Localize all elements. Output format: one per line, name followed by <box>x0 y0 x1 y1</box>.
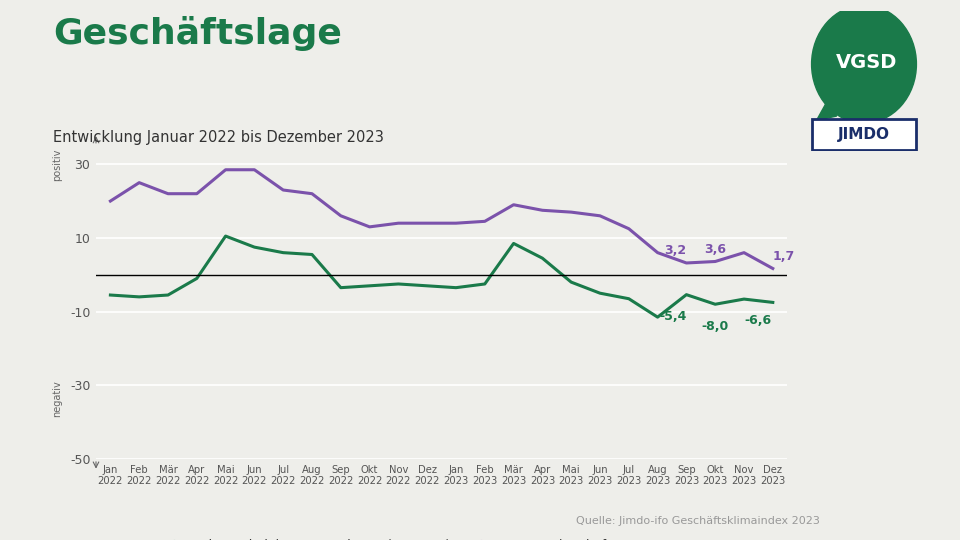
Text: VGSD: VGSD <box>836 53 898 72</box>
Text: positiv: positiv <box>52 148 62 181</box>
Text: 3,2: 3,2 <box>664 245 686 258</box>
Legend: Solo- und Kleinstunternehmen (< 10 MA), Gesamtwirtschaft: Solo- und Kleinstunternehmen (< 10 MA), … <box>156 534 616 540</box>
Text: -8,0: -8,0 <box>702 320 729 333</box>
Text: 3,6: 3,6 <box>705 243 726 256</box>
Text: Quelle: Jimdo-ifo Geschäftsklimaindex 2023: Quelle: Jimdo-ifo Geschäftsklimaindex 20… <box>576 516 820 526</box>
Text: negativ: negativ <box>52 381 62 417</box>
Text: -6,6: -6,6 <box>744 314 771 327</box>
Text: -5,4: -5,4 <box>659 310 686 323</box>
Text: Geschäftslage: Geschäftslage <box>53 16 342 51</box>
Text: JIMDO: JIMDO <box>838 127 890 142</box>
Polygon shape <box>817 98 836 120</box>
Text: Entwicklung Januar 2022 bis Dezember 2023: Entwicklung Januar 2022 bis Dezember 202… <box>53 130 384 145</box>
FancyBboxPatch shape <box>811 119 917 150</box>
Circle shape <box>811 5 917 123</box>
Text: 1,7: 1,7 <box>773 250 795 263</box>
